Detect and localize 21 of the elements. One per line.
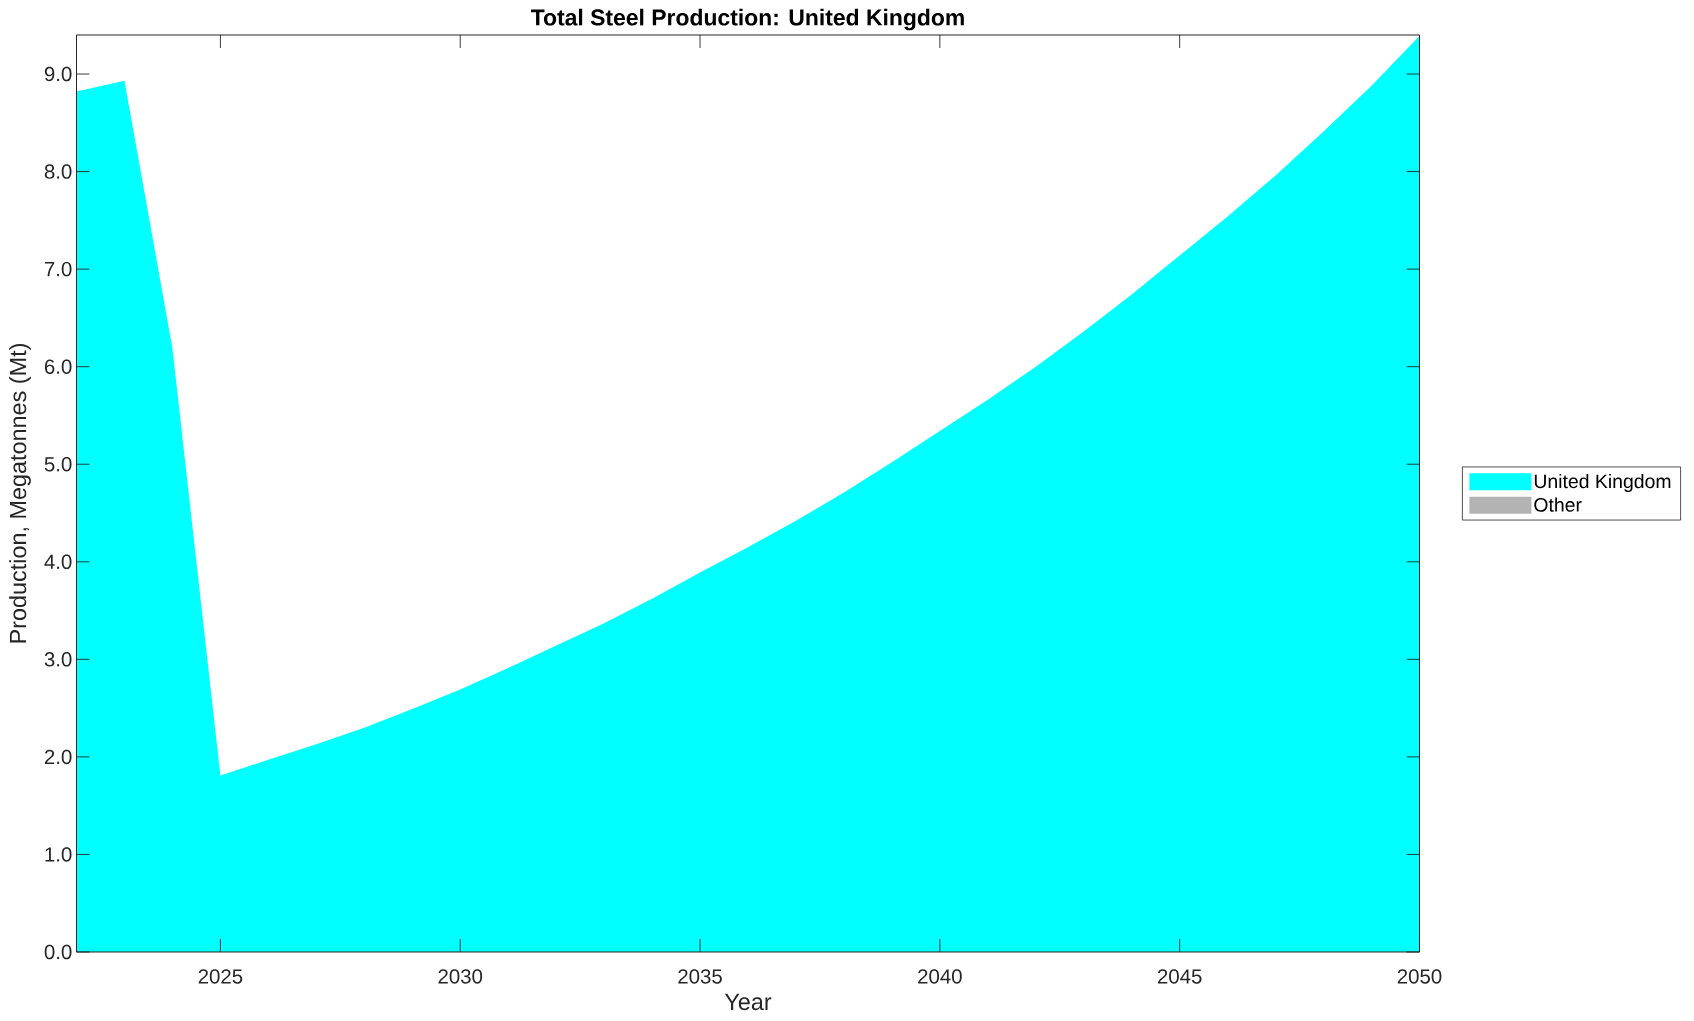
- y-tick-label: 9.0: [44, 66, 72, 82]
- y-tick-label: 7.0: [44, 261, 72, 277]
- x-tick-label: 2035: [678, 969, 722, 984]
- x-tick-label: 2025: [198, 969, 243, 984]
- legend-label: United Kingdom: [1534, 473, 1671, 493]
- x-tick-label: 2045: [1157, 969, 1202, 984]
- y-tick-label: 3.0: [44, 652, 72, 667]
- x-tick-label: 2050: [1397, 969, 1442, 984]
- y-tick-label: 8.0: [44, 164, 72, 179]
- y-tick-label: 1.0: [45, 847, 72, 862]
- y-axis-title: Production, Megatonnes (Mt): [9, 344, 31, 643]
- chart-title: Total Steel Production: United Kingdom: [530, 8, 964, 31]
- x-tick-label: 2030: [438, 969, 483, 984]
- y-tick-label: 0.0: [44, 944, 72, 960]
- y-tick-label: 5.0: [44, 457, 72, 472]
- x-tick-label: 2040: [918, 969, 962, 984]
- legend-label: Other: [1534, 497, 1582, 512]
- y-tick-label: 4.0: [44, 554, 72, 570]
- x-axis-title: Year: [724, 993, 772, 1011]
- y-tick-label: 2.0: [44, 749, 72, 765]
- y-tick-label: 6.0: [44, 359, 72, 374]
